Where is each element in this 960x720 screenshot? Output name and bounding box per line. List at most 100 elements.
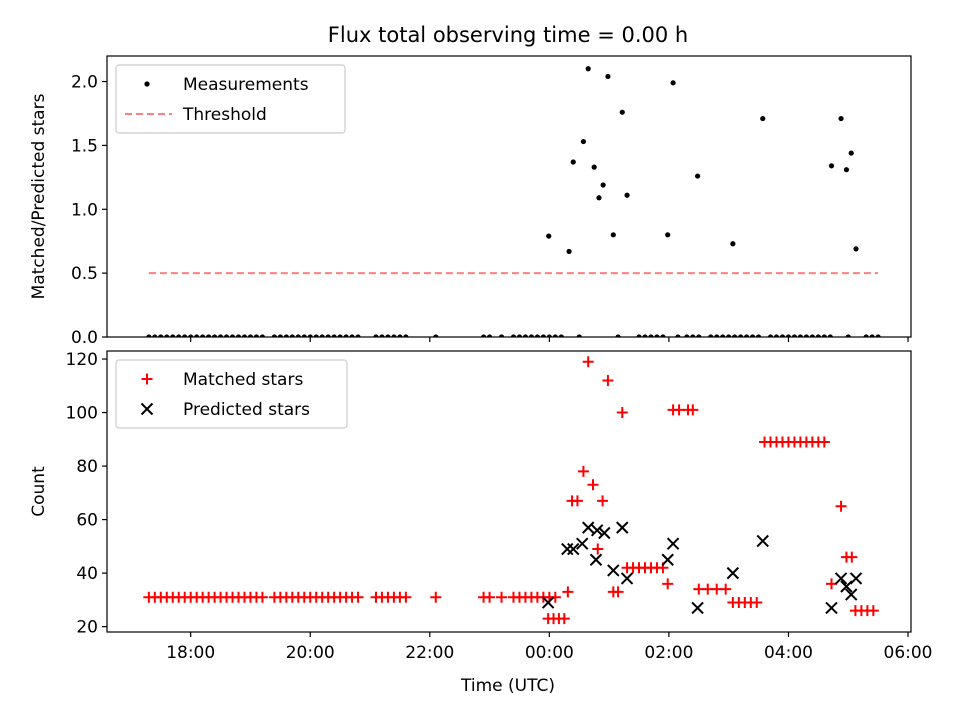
plot-area	[146, 66, 881, 337]
predicted-star-point	[561, 542, 574, 556]
measurement-point	[301, 334, 307, 337]
measurement-point	[827, 334, 833, 337]
measurement-point	[337, 334, 343, 337]
measurement-point	[271, 334, 277, 337]
measurement-point	[570, 159, 576, 165]
predicted-star-point	[589, 553, 603, 566]
matched-star-point	[141, 373, 153, 385]
measurement-point	[235, 334, 242, 337]
measurement-point	[522, 334, 529, 337]
matched-star-point	[687, 404, 699, 416]
measurement-point	[720, 334, 726, 337]
measurement-point	[838, 115, 844, 122]
measurement-point	[714, 334, 720, 337]
y-tick-label: 120	[66, 350, 98, 370]
measurement-point	[845, 334, 851, 337]
predicted-star-point	[567, 542, 580, 556]
matched-star-point	[846, 551, 858, 563]
measurement-point	[815, 334, 821, 337]
measurement-point	[331, 334, 337, 337]
x-tick-label: 18:00	[166, 643, 215, 663]
measurement-point	[696, 334, 702, 337]
predicted-star-point	[849, 572, 863, 585]
legend-box	[115, 64, 346, 134]
y-tick-label: 0.0	[71, 328, 98, 348]
measurement-point	[732, 334, 738, 337]
y-tick-label: 1.0	[71, 200, 98, 220]
measurement-point	[379, 334, 385, 337]
measurement-point	[391, 334, 397, 337]
measurement-point	[206, 334, 212, 337]
measurement-point	[498, 334, 505, 337]
predicted-star-point	[756, 534, 769, 548]
predicted-star-point	[620, 572, 634, 585]
matched-star-point	[597, 495, 609, 507]
predicted-star-point	[834, 572, 848, 585]
measurement-point	[767, 334, 774, 337]
measurement-point	[289, 334, 295, 337]
measurement-point	[694, 173, 701, 179]
measurement-point	[295, 334, 301, 337]
x-tick-label: 00:00	[525, 643, 574, 663]
measurement-point	[821, 334, 827, 337]
measurement-point	[170, 334, 176, 337]
measurement-point	[744, 334, 750, 337]
matched-star-point	[720, 583, 732, 595]
measurement-point	[558, 334, 564, 337]
x-tick-label: 04:00	[764, 643, 813, 663]
measurement-point	[188, 334, 194, 337]
predicted-star-point	[607, 564, 620, 577]
predicted-star-point	[840, 580, 853, 593]
predicted-star-point	[691, 601, 704, 615]
legend: Matched stars Predicted stars	[115, 359, 348, 429]
measurement-point	[200, 334, 206, 337]
measurement-point	[146, 334, 152, 337]
y-tick-label: 2.0	[71, 73, 98, 93]
axes-frame	[106, 55, 912, 338]
matched-star-point	[484, 591, 496, 603]
y-tick-label: 100	[66, 404, 98, 424]
measurement-point	[797, 334, 804, 337]
measurement-point	[738, 334, 744, 337]
measurement-point	[546, 334, 552, 337]
measurement-point	[848, 150, 854, 156]
measurement-point	[580, 138, 587, 145]
measurement-point	[546, 233, 552, 239]
y-tick-label: 20	[76, 618, 98, 638]
measurement-point	[869, 334, 875, 337]
predicted-star-point	[140, 402, 154, 416]
predicted-star-point	[590, 524, 604, 537]
legend-box	[115, 359, 348, 429]
measurement-point	[480, 334, 487, 337]
predicted-star-point	[825, 601, 838, 615]
matched-star-point	[400, 591, 412, 603]
matched-star-point	[577, 465, 589, 477]
y-tick-label: 60	[76, 511, 98, 531]
x-tick-label: 20:00	[286, 643, 335, 663]
x-tick-label: 06:00	[884, 643, 933, 663]
measurement-point	[610, 232, 616, 238]
measurement-point	[259, 334, 266, 337]
measurement-point	[247, 334, 254, 337]
y-axis-label: Count	[29, 466, 49, 517]
measurement-point	[853, 246, 859, 252]
measurement-point	[343, 334, 349, 337]
measurement-point	[566, 248, 572, 255]
measurement-point	[755, 334, 762, 337]
measurement-point	[576, 334, 582, 337]
measurement-point	[828, 163, 835, 169]
measurement-point	[875, 334, 881, 337]
measurement-point	[605, 73, 611, 80]
predicted-star-point	[581, 521, 595, 534]
measurement-point	[675, 334, 681, 337]
measurement-point	[730, 241, 736, 247]
measurement-point	[211, 334, 218, 337]
measurement-point	[624, 192, 630, 198]
matched-star-point	[562, 586, 574, 598]
measurement-point	[600, 182, 606, 188]
matched-star-point	[352, 591, 364, 603]
measurement-point	[648, 334, 654, 337]
x-tick-label: 02:00	[644, 643, 693, 663]
measurement-point	[283, 334, 289, 337]
